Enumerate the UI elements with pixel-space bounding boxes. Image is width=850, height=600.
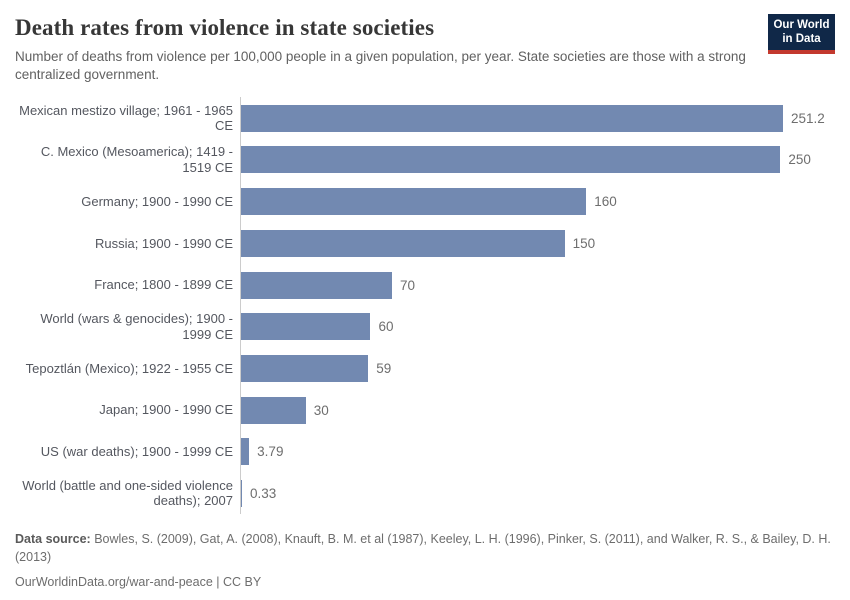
bar[interactable] [241, 313, 371, 341]
row-plot-area: 3.79 [240, 430, 835, 473]
category-label: Russia; 1900 - 1990 CE [94, 235, 233, 251]
value-label: 160 [594, 194, 617, 210]
bar[interactable] [241, 104, 783, 132]
category-label: Tepoztlán (Mexico); 1922 - 1955 CE [25, 360, 233, 376]
owid-logo: Our World in Data [768, 14, 835, 54]
bar-chart: Mexican mestizo village; 1961 - 1965 CE 2… [15, 97, 835, 515]
data-source-label: Data source: [15, 532, 91, 547]
row-plot-area: 59 [240, 347, 835, 390]
chart-row: Mexican mestizo village; 1961 - 1965 CE 2… [15, 97, 835, 140]
bar[interactable] [241, 396, 306, 424]
bar[interactable] [241, 229, 565, 257]
page-title: Death rates from violence in state socie… [15, 15, 435, 40]
data-source-text: Bowles, S. (2009), Gat, A. (2008), Knauf… [15, 532, 831, 565]
value-label: 60 [378, 319, 394, 335]
chart-footer: Data source: Bowles, S. (2009), Gat, A. … [15, 530, 831, 590]
chart-row: Japan; 1900 - 1990 CE 30 [15, 389, 835, 431]
row-plot-area: 70 [240, 264, 835, 306]
row-plot-area: 251.2 [240, 97, 835, 140]
row-plot-area: 250 [240, 139, 835, 181]
value-label: 59 [376, 360, 392, 376]
value-label: 251.2 [791, 110, 825, 126]
owid-link[interactable]: OurWorldinData.org/war-and-peace | CC BY [15, 574, 262, 589]
chart-row: Germany; 1900 - 1990 CE 160 [15, 180, 835, 223]
category-label: France; 1800 - 1899 CE [94, 277, 233, 293]
bar[interactable] [241, 188, 587, 216]
row-plot-area: 150 [240, 222, 835, 265]
chart-row: US (war deaths); 1900 - 1999 CE 3.79 [15, 430, 835, 473]
chart-header: Death rates from violence in state socie… [0, 0, 850, 84]
category-label: C. Mexico (Mesoamerica); 1419 - 1519 CE [40, 144, 233, 175]
chart-row: Tepoztlán (Mexico); 1922 - 1955 CE 59 [15, 347, 835, 390]
value-label: 70 [400, 277, 416, 293]
category-label: Japan; 1900 - 1990 CE [99, 402, 233, 418]
value-label: 150 [572, 235, 596, 251]
value-label: 3.79 [257, 444, 284, 460]
chart-row: France; 1800 - 1899 CE 70 [15, 264, 835, 306]
bar[interactable] [241, 354, 369, 382]
category-label: Mexican mestizo village; 1961 - 1965 CE [19, 102, 233, 134]
category-label: World (wars & genocides); 1900 - 1999 CE [40, 311, 233, 342]
bar[interactable] [241, 438, 250, 466]
value-label: 30 [313, 402, 329, 418]
bar[interactable] [241, 146, 781, 174]
data-source-line: Data source: Bowles, S. (2009), Gat, A. … [15, 530, 831, 566]
bar[interactable] [241, 271, 393, 299]
row-plot-area: 0.33 [240, 472, 835, 515]
owid-logo-line1: Our World [773, 19, 830, 31]
value-label: 250 [788, 152, 811, 168]
category-label: World (battle and one-sided violence dea… [22, 477, 233, 509]
value-label: 0.33 [250, 485, 277, 501]
category-label: US (war deaths); 1900 - 1999 CE [40, 443, 233, 459]
chart-row: World (battle and one-sided violence dea… [15, 472, 835, 515]
chart-row: World (wars & genocides); 1900 - 1999 CE… [15, 305, 835, 348]
category-label: Germany; 1900 - 1990 CE [81, 193, 233, 209]
row-plot-area: 30 [240, 389, 835, 431]
chart-row: C. Mexico (Mesoamerica); 1419 - 1519 CE 2… [15, 139, 835, 181]
chart-subtitle: Number of deaths from violence per 100,0… [15, 49, 746, 83]
owid-logo-line2: in Data [782, 33, 821, 46]
row-plot-area: 160 [240, 180, 835, 223]
bar[interactable] [241, 479, 242, 507]
chart-row: Russia; 1900 - 1990 CE 150 [15, 222, 835, 265]
row-plot-area: 60 [240, 305, 835, 348]
